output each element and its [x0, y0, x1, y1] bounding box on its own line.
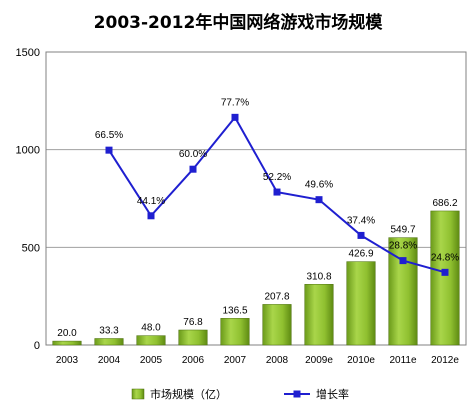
y-tick-label: 1500	[16, 47, 40, 59]
growth-data-label: 28.8%	[389, 241, 417, 252]
x-tick-label: 2006	[182, 355, 205, 366]
bar-data-label: 686.2	[432, 198, 457, 209]
x-tick-label: 2010e	[347, 355, 375, 366]
bar	[346, 261, 376, 346]
legend-line-label: 增长率	[316, 387, 349, 401]
bar-data-label: 207.8	[264, 291, 289, 302]
y-tick-label: 500	[22, 242, 40, 254]
growth-data-label: 60.0%	[179, 149, 207, 160]
bar-data-label: 310.8	[306, 271, 331, 282]
bar	[52, 340, 82, 346]
bar-data-label: 426.9	[348, 249, 373, 260]
bar	[220, 318, 250, 346]
growth-point	[399, 257, 407, 265]
x-tick-label: 2007	[224, 355, 247, 366]
x-tick-label: 2009e	[305, 355, 333, 366]
growth-point	[273, 188, 281, 196]
growth-data-label: 44.1%	[137, 196, 165, 207]
x-tick-label: 2003	[56, 355, 79, 366]
legend-bar-label: 市场规模（亿）	[150, 387, 227, 401]
chart-title: 2003-2012年中国网络游戏市场规模	[93, 13, 383, 33]
bar	[94, 338, 124, 346]
x-tick-label: 2008	[266, 355, 289, 366]
bar	[304, 284, 334, 346]
plot-frame	[45, 51, 467, 346]
x-tick-label: 2011e	[389, 355, 417, 366]
bar	[178, 329, 208, 346]
legend-bar-swatch	[131, 388, 145, 400]
growth-data-label: 66.5%	[95, 130, 123, 141]
bar	[430, 210, 460, 346]
x-tick-label: 2012e	[431, 355, 459, 366]
growth-data-label: 49.6%	[305, 180, 333, 191]
y-tick-label: 1000	[16, 145, 40, 157]
bar-data-label: 20.0	[57, 328, 77, 339]
bar	[262, 304, 292, 346]
growth-point	[147, 212, 155, 220]
growth-point	[189, 165, 197, 173]
legend-line-marker	[293, 390, 301, 398]
growth-data-label: 52.2%	[263, 172, 291, 183]
growth-point	[105, 146, 113, 154]
bar	[136, 335, 166, 346]
bar-data-label: 76.8	[183, 317, 203, 328]
growth-data-label: 24.8%	[431, 252, 459, 263]
growth-data-label: 77.7%	[221, 97, 249, 108]
x-tick-label: 2005	[140, 355, 163, 366]
growth-point	[357, 231, 365, 239]
x-tick-label: 2004	[98, 355, 121, 366]
y-tick-label: 0	[34, 340, 40, 352]
bar-data-label: 136.5	[222, 305, 247, 316]
bar-data-label: 549.7	[390, 225, 415, 236]
growth-point	[315, 196, 323, 204]
growth-data-label: 37.4%	[347, 215, 375, 226]
bar-data-label: 33.3	[99, 325, 119, 336]
growth-point	[231, 113, 239, 121]
bar-data-label: 48.0	[141, 323, 161, 334]
growth-point	[441, 268, 449, 276]
